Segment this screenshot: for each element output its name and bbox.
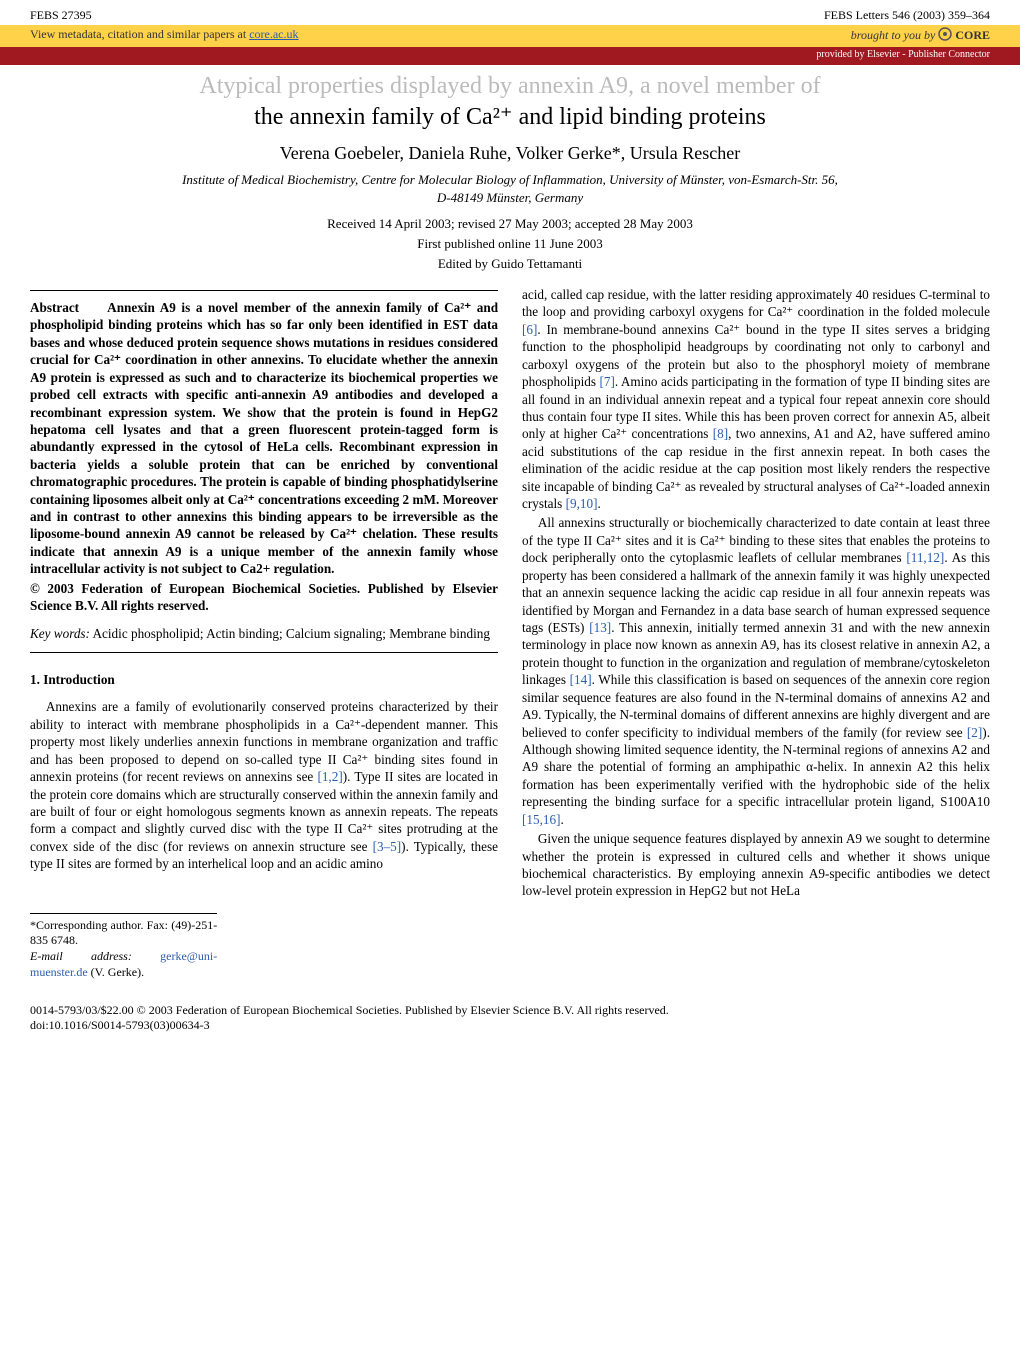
abstract-copyright: © 2003 Federation of European Biochemica… bbox=[30, 580, 498, 615]
corresponding-line-2: E-mail address: gerke@uni-muenster.de (V… bbox=[30, 949, 217, 981]
core-banner: View metadata, citation and similar pape… bbox=[0, 25, 1020, 47]
publisher-connector-text: provided by Elsevier - Publisher Connect… bbox=[816, 49, 990, 60]
core-logo-icon bbox=[938, 27, 952, 45]
core-link[interactable]: core.ac.uk bbox=[249, 27, 298, 41]
received-dates: Received 14 April 2003; revised 27 May 2… bbox=[60, 216, 960, 232]
section-heading-intro: 1. Introduction bbox=[30, 671, 498, 688]
journal-citation: FEBS Letters 546 (2003) 359–364 bbox=[824, 8, 990, 23]
email-suffix: (V. Gerke). bbox=[88, 965, 144, 979]
keywords-label: Key words: bbox=[30, 626, 90, 641]
divider bbox=[30, 652, 498, 653]
divider bbox=[30, 290, 498, 291]
email-label: E-mail address: bbox=[30, 949, 160, 963]
first-published: First published online 11 June 2003 bbox=[60, 236, 960, 252]
core-label: CORE bbox=[955, 28, 990, 42]
ref-link[interactable]: [8] bbox=[713, 426, 728, 441]
ref-link[interactable]: [11,12] bbox=[906, 550, 944, 565]
ref-link[interactable]: [7] bbox=[599, 374, 614, 389]
text-span: . bbox=[560, 812, 563, 827]
right-paragraph-3: Given the unique sequence features displ… bbox=[522, 830, 990, 900]
core-banner-pre: View metadata, citation and similar pape… bbox=[30, 27, 249, 41]
title-block: Atypical properties displayed by annexin… bbox=[0, 65, 1020, 272]
ref-link[interactable]: [3–5] bbox=[373, 839, 402, 854]
abstract-label: Abstract bbox=[30, 300, 79, 315]
ref-link[interactable]: [2] bbox=[967, 725, 982, 740]
left-column: Abstract Annexin A9 is a novel member of… bbox=[30, 286, 498, 981]
brought-by-text: brought to you by bbox=[851, 28, 939, 42]
authors: Verena Goebeler, Daniela Ruhe, Volker Ge… bbox=[60, 143, 960, 164]
ref-link[interactable]: [6] bbox=[522, 322, 537, 337]
corresponding-author-block: *Corresponding author. Fax: (49)-251-835… bbox=[30, 913, 217, 981]
journal-code: FEBS 27395 bbox=[30, 8, 92, 23]
footer-copyright: 0014-5793/03/$22.00 © 2003 Federation of… bbox=[30, 1003, 990, 1018]
text-span: . While this classification is based on … bbox=[522, 672, 990, 739]
ref-link[interactable]: [15,16] bbox=[522, 812, 560, 827]
keywords-block: Key words: Acidic phospholipid; Actin bi… bbox=[30, 625, 498, 642]
publisher-bar: provided by Elsevier - Publisher Connect… bbox=[0, 47, 1020, 65]
core-banner-text: View metadata, citation and similar pape… bbox=[30, 27, 299, 41]
text-span: . bbox=[597, 496, 600, 511]
corresponding-line-1: *Corresponding author. Fax: (49)-251-835… bbox=[30, 918, 217, 950]
ref-link[interactable]: [1,2] bbox=[317, 769, 342, 784]
text-span: acid, called cap residue, with the latte… bbox=[522, 287, 990, 319]
affiliation-line-2: D-48149 Münster, Germany bbox=[60, 190, 960, 206]
abstract-text: Annexin A9 is a novel member of the anne… bbox=[30, 300, 498, 576]
ref-link[interactable]: [14] bbox=[570, 672, 592, 687]
footer-doi: doi:10.1016/S0014-5793(03)00634-3 bbox=[30, 1018, 990, 1033]
two-column-content: Abstract Annexin A9 is a novel member of… bbox=[0, 286, 1020, 981]
core-banner-right: brought to you by CORE bbox=[851, 27, 990, 45]
top-banner: FEBS 27395 FEBS Letters 546 (2003) 359–3… bbox=[0, 0, 1020, 25]
title-line-1: Atypical properties displayed by annexin… bbox=[60, 73, 960, 100]
right-column: acid, called cap residue, with the latte… bbox=[522, 286, 990, 981]
right-paragraph-1: acid, called cap residue, with the latte… bbox=[522, 286, 990, 512]
right-paragraph-2: All annexins structurally or biochemical… bbox=[522, 514, 990, 828]
editor-line: Edited by Guido Tettamanti bbox=[60, 256, 960, 272]
abstract-block: Abstract Annexin A9 is a novel member of… bbox=[30, 299, 498, 578]
affiliation-line-1: Institute of Medical Biochemistry, Centr… bbox=[60, 172, 960, 188]
footer: 0014-5793/03/$22.00 © 2003 Federation of… bbox=[0, 981, 1020, 1041]
keywords-text: Acidic phospholipid; Actin binding; Calc… bbox=[90, 626, 490, 641]
intro-paragraph-1: Annexins are a family of evolutionarily … bbox=[30, 698, 498, 872]
ref-link[interactable]: [13] bbox=[589, 620, 611, 635]
title-line-2: the annexin family of Ca²⁺ and lipid bin… bbox=[60, 102, 960, 131]
ref-link[interactable]: [9,10] bbox=[566, 496, 598, 511]
